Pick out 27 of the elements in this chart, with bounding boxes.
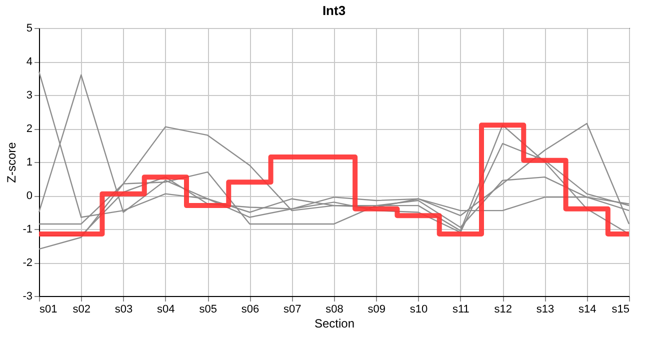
y-tick-label: -1 <box>22 224 32 236</box>
x-tick-label: s15 <box>612 304 630 316</box>
x-tick-label: s06 <box>241 304 260 316</box>
x-tick-label: s04 <box>157 304 175 316</box>
y-tick-label: 5 <box>26 22 32 34</box>
y-tick-label: 2 <box>26 123 32 135</box>
y-axis-title: Z-score <box>4 142 19 183</box>
y-tick-label: -3 <box>22 290 32 302</box>
x-tick-label: s14 <box>578 304 596 316</box>
y-tick-label: 4 <box>26 56 32 68</box>
x-tick-label: s07 <box>283 304 302 316</box>
x-tick-label: s08 <box>326 304 344 316</box>
y-tick-label: 1 <box>26 156 32 168</box>
x-tick-label: s01 <box>40 304 58 316</box>
x-tick-label: s02 <box>72 304 91 316</box>
x-tick-label: s11 <box>452 304 470 316</box>
x-axis-title: Section <box>314 316 355 330</box>
x-tick-label: s09 <box>368 304 386 316</box>
x-tick-label: s10 <box>410 304 428 316</box>
x-tick-label: s03 <box>114 304 133 316</box>
y-tick-label: 3 <box>26 90 32 102</box>
x-tick-label: s12 <box>494 304 512 316</box>
y-tick-label: -2 <box>22 257 32 269</box>
y-tick-label: 0 <box>26 190 32 202</box>
x-tick-label: s05 <box>199 304 217 316</box>
x-tick-label: s13 <box>536 304 554 316</box>
chart-title: Int3 <box>322 3 346 18</box>
